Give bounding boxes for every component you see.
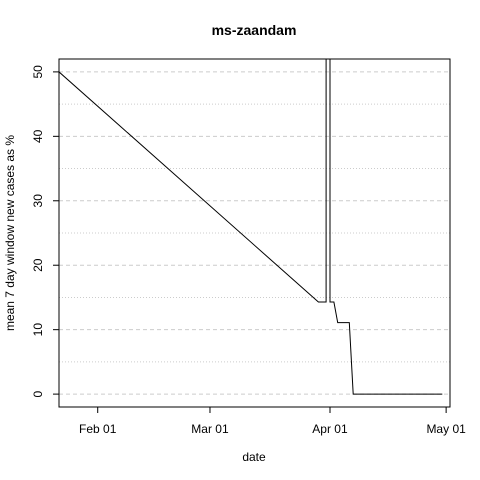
series-layer bbox=[59, 59, 443, 395]
y-tick-label: 10 bbox=[31, 323, 45, 337]
gridlines bbox=[59, 71, 450, 395]
chart-title: ms-zaandam bbox=[212, 22, 297, 38]
y-axis-label: mean 7 day window new cases as % bbox=[3, 135, 17, 331]
y-tick-label: 50 bbox=[31, 65, 45, 79]
y-tick-label: 30 bbox=[31, 194, 45, 208]
x-tick-label: Feb 01 bbox=[79, 422, 117, 436]
x-axis: Feb 01 Mar 01 Apr 01 May 01 bbox=[79, 407, 466, 436]
plot-frame bbox=[58, 58, 451, 408]
y-axis: 0 10 20 30 40 50 bbox=[31, 65, 59, 397]
series-line bbox=[59, 59, 443, 395]
x-tick-label: May 01 bbox=[426, 422, 466, 436]
y-tick-label: 0 bbox=[31, 390, 45, 397]
x-tick-label: Mar 01 bbox=[191, 422, 229, 436]
y-tick-label: 40 bbox=[31, 129, 45, 143]
x-tick-label: Apr 01 bbox=[312, 422, 348, 436]
y-tick-label: 20 bbox=[31, 258, 45, 272]
x-axis-label: date bbox=[242, 450, 266, 464]
